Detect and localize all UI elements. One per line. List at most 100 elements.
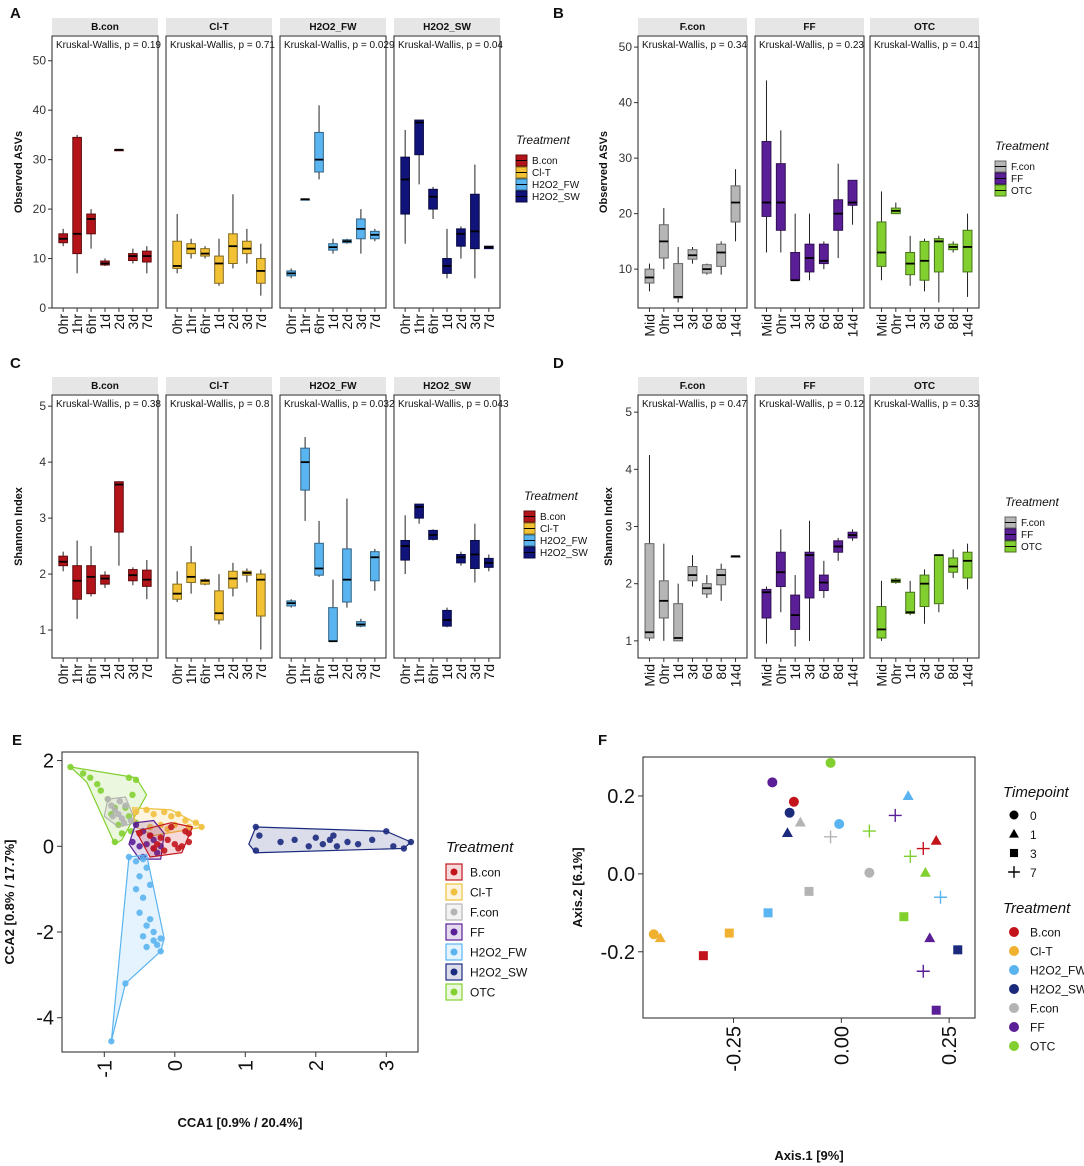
data-point	[157, 935, 164, 942]
x-tick-label: 8d	[713, 664, 729, 680]
y-tick-label: 1	[39, 623, 46, 637]
box-2d: 2d	[339, 498, 355, 680]
box-3d: 3d	[125, 567, 141, 680]
box-body	[400, 539, 410, 561]
x-tick-label: 0hr	[397, 664, 413, 685]
x-tick-label: 7d	[481, 664, 497, 680]
box-1d: 1d	[439, 607, 455, 680]
x-tick-label: 0hr	[888, 664, 904, 685]
data-point	[139, 933, 147, 940]
x-tick-label: 2d	[225, 314, 241, 330]
legend-entry: 1	[1009, 828, 1037, 842]
x-tick-label: 1hr	[411, 664, 427, 685]
x-tick-label: 6hr	[311, 664, 327, 685]
data-point	[256, 832, 263, 839]
box-body	[214, 255, 224, 284]
group-b-con	[135, 822, 194, 858]
marker-plus	[1008, 866, 1020, 878]
facet-stat-text: Kruskal-Wallis, p = 0.23	[759, 40, 864, 51]
x-tick-label: 7d	[253, 314, 269, 330]
x-tick-label: 6hr	[83, 314, 99, 335]
box-body	[456, 553, 466, 564]
y-tick-label: -2	[36, 922, 54, 944]
box-body	[242, 240, 252, 255]
x-tick-label: 14d	[845, 664, 861, 687]
box-3d: 3d	[125, 248, 141, 330]
x-tick-label: Mid	[873, 314, 889, 337]
x-tick-label: 1hr	[69, 314, 85, 335]
box-body	[414, 503, 424, 519]
box-7d: 7d	[253, 569, 269, 680]
data-point	[115, 810, 122, 818]
facet-strip-label: F.con	[680, 22, 706, 33]
facet-panel	[637, 35, 748, 309]
box-6d: 6d	[931, 554, 947, 680]
box-6hr: 6hr	[83, 209, 99, 334]
box-3d: 3d	[467, 164, 483, 330]
x-tick-label: 2d	[339, 314, 355, 330]
y-tick-label: 10	[619, 262, 633, 276]
x-tick-label: Mid	[758, 314, 774, 337]
marker-triangle	[919, 866, 931, 877]
x-tick-label: Mid	[758, 664, 774, 687]
data-point	[111, 838, 119, 846]
legend-entry: OTC	[994, 184, 1032, 197]
data-point	[161, 847, 168, 854]
legend-label: 7	[1030, 866, 1037, 880]
legend-title: Treatment	[516, 133, 570, 147]
legend-label: F.con	[1021, 518, 1045, 529]
data-point	[368, 836, 376, 844]
facet-strip	[394, 18, 500, 35]
box-8d: 8d	[830, 537, 846, 680]
x-tick-label: Mid	[641, 314, 657, 337]
box-0hr: 0hr	[397, 515, 413, 684]
data-point	[132, 776, 140, 784]
y-tick-label: 3	[39, 511, 46, 525]
data-point	[136, 873, 143, 880]
legend-label: F.con	[470, 906, 499, 920]
data-point	[143, 806, 150, 814]
box-3d: 3d	[802, 213, 818, 330]
y-axis-title: Observed ASVs	[598, 131, 610, 213]
data-point	[305, 843, 312, 850]
marker-square	[931, 1005, 941, 1015]
x-tick-label: 6d	[816, 664, 832, 680]
x-tick-label: 1d	[787, 314, 803, 330]
x-tick-label: 3d	[467, 314, 483, 330]
data-point	[390, 843, 397, 850]
data-point	[150, 845, 157, 852]
panel-d: Shannon Index 1 2 3 4 5 F.con Kruskal-Wallis, p…	[603, 377, 1059, 687]
x-tick-label: 2d	[453, 314, 469, 330]
facet-panel	[51, 394, 159, 659]
box-8d: 8d	[945, 549, 961, 680]
legend-title: Treatment	[524, 489, 578, 503]
box-6d: 6d	[816, 560, 832, 680]
legend-label: H2O2_SW	[540, 548, 588, 559]
legend-marker	[1009, 1022, 1019, 1032]
box-2d: 2d	[453, 551, 469, 680]
y-tick-label: 1	[625, 634, 632, 648]
legend-label: H2O2_FW	[540, 536, 588, 547]
box-2d: 2d	[111, 481, 127, 680]
box-3d: 3d	[802, 520, 818, 680]
legend-entry: H2O2_SW	[445, 963, 528, 981]
legend-marker	[1009, 946, 1019, 956]
panel-b: Observed ASVs 10 20 30 40 50 F.con Kruskal-Wall…	[598, 18, 1049, 337]
legend-entry: Cl-T	[445, 883, 493, 901]
legend-marker	[1009, 984, 1019, 994]
y-axis-title: Observed ASVs	[13, 131, 25, 213]
box-mid: Mid	[641, 263, 657, 337]
box-1d: 1d	[670, 246, 686, 330]
box-6d: 6d	[931, 235, 947, 330]
data-points	[648, 757, 963, 1015]
legend-label: FF	[1011, 174, 1023, 185]
marker-triangle	[930, 835, 942, 845]
group-h2o2-sw	[248, 823, 415, 854]
data-point	[108, 1038, 115, 1045]
facet-stat-text: Kruskal-Wallis, p = 0.47	[642, 399, 747, 410]
x-tick-label: 1d	[902, 314, 918, 330]
box-7d: 7d	[139, 246, 155, 330]
x-tick-label: 3d	[685, 314, 701, 330]
facet-strip	[638, 377, 747, 394]
